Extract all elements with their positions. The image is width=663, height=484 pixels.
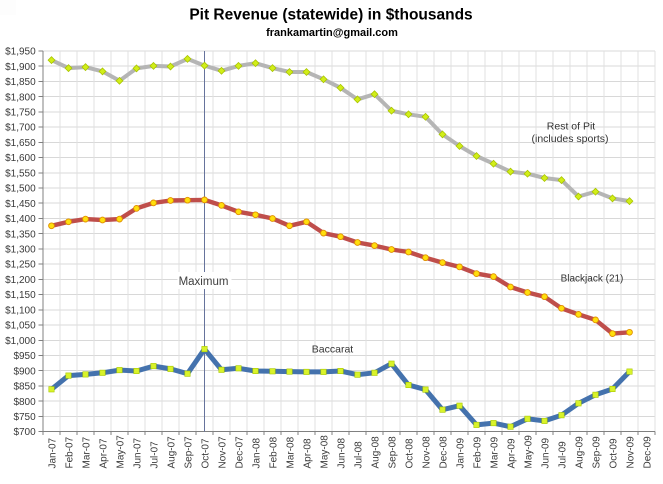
svg-text:$1,150: $1,150 bbox=[5, 290, 36, 301]
svg-text:Mar-07: Mar-07 bbox=[82, 436, 93, 468]
svg-text:$1,300: $1,300 bbox=[5, 245, 36, 256]
svg-text:Aug-08: Aug-08 bbox=[371, 436, 382, 469]
svg-text:$1,850: $1,850 bbox=[5, 77, 36, 88]
svg-text:Apr-08: Apr-08 bbox=[303, 438, 314, 468]
svg-text:Nov-07: Nov-07 bbox=[218, 436, 229, 469]
svg-text:Nov-08: Nov-08 bbox=[422, 436, 433, 469]
svg-text:Sep-08: Sep-08 bbox=[388, 436, 399, 469]
svg-text:Jan-08: Jan-08 bbox=[252, 437, 263, 468]
svg-text:Dec-08: Dec-08 bbox=[439, 436, 450, 469]
svg-text:Oct-08: Oct-08 bbox=[405, 438, 416, 468]
svg-text:$700: $700 bbox=[13, 427, 36, 438]
svg-text:$1,750: $1,750 bbox=[5, 108, 36, 119]
svg-text:Nov-09: Nov-09 bbox=[626, 436, 637, 469]
svg-text:Feb-08: Feb-08 bbox=[269, 436, 280, 468]
svg-text:$1,600: $1,600 bbox=[5, 153, 36, 164]
svg-text:Dec-09: Dec-09 bbox=[643, 436, 654, 469]
svg-text:Jan-07: Jan-07 bbox=[48, 437, 59, 468]
svg-text:$850: $850 bbox=[13, 382, 36, 393]
svg-text:Baccarat: Baccarat bbox=[312, 344, 354, 356]
svg-text:Jul-09: Jul-09 bbox=[558, 441, 569, 469]
svg-text:$1,800: $1,800 bbox=[5, 92, 36, 103]
svg-text:Aug-07: Aug-07 bbox=[167, 436, 178, 469]
svg-text:Pit Revenue (statewide) in $th: Pit Revenue (statewide) in $thousands bbox=[189, 7, 472, 24]
svg-text:$1,350: $1,350 bbox=[5, 229, 36, 240]
svg-text:Oct-09: Oct-09 bbox=[609, 438, 620, 468]
svg-text:Jun-07: Jun-07 bbox=[133, 437, 144, 468]
svg-text:May-09: May-09 bbox=[524, 435, 535, 469]
svg-text:frankamartin@gmail.com: frankamartin@gmail.com bbox=[266, 27, 398, 39]
svg-text:$1,250: $1,250 bbox=[5, 260, 36, 271]
svg-text:$1,650: $1,650 bbox=[5, 138, 36, 149]
svg-text:Rest of Pit: Rest of Pit bbox=[547, 121, 596, 133]
svg-text:Dec-07: Dec-07 bbox=[235, 436, 246, 469]
svg-text:$950: $950 bbox=[13, 351, 36, 362]
svg-text:$1,450: $1,450 bbox=[5, 199, 36, 210]
svg-text:Apr-07: Apr-07 bbox=[99, 438, 110, 468]
svg-text:Maximum: Maximum bbox=[179, 276, 229, 288]
svg-text:Apr-09: Apr-09 bbox=[507, 438, 518, 468]
svg-text:Aug-09: Aug-09 bbox=[575, 436, 586, 469]
svg-text:May-08: May-08 bbox=[320, 435, 331, 469]
svg-text:Feb-09: Feb-09 bbox=[473, 436, 484, 468]
svg-text:Sep-07: Sep-07 bbox=[184, 436, 195, 469]
svg-text:Jan-09: Jan-09 bbox=[456, 437, 467, 468]
svg-text:May-07: May-07 bbox=[116, 435, 127, 469]
svg-text:$800: $800 bbox=[13, 397, 36, 408]
svg-text:Sep-09: Sep-09 bbox=[592, 436, 603, 469]
svg-text:Jul-07: Jul-07 bbox=[150, 441, 161, 469]
svg-text:$1,000: $1,000 bbox=[5, 336, 36, 347]
svg-text:$1,100: $1,100 bbox=[5, 305, 36, 316]
svg-text:Mar-08: Mar-08 bbox=[286, 436, 297, 468]
svg-text:(includes sports): (includes sports) bbox=[531, 133, 608, 145]
svg-text:Jun-09: Jun-09 bbox=[541, 437, 552, 468]
svg-text:$1,200: $1,200 bbox=[5, 275, 36, 286]
svg-text:$1,050: $1,050 bbox=[5, 321, 36, 332]
svg-text:Oct-07: Oct-07 bbox=[201, 438, 212, 468]
svg-text:$1,900: $1,900 bbox=[5, 62, 36, 73]
svg-text:$1,550: $1,550 bbox=[5, 168, 36, 179]
svg-text:$900: $900 bbox=[13, 366, 36, 377]
svg-text:Mar-09: Mar-09 bbox=[490, 436, 501, 468]
svg-text:Feb-07: Feb-07 bbox=[65, 436, 76, 468]
svg-text:$1,400: $1,400 bbox=[5, 214, 36, 225]
svg-text:$1,950: $1,950 bbox=[5, 47, 36, 58]
svg-text:Blackjack (21): Blackjack (21) bbox=[561, 274, 624, 285]
svg-text:$1,700: $1,700 bbox=[5, 123, 36, 134]
svg-text:$1,500: $1,500 bbox=[5, 184, 36, 195]
svg-text:$750: $750 bbox=[13, 412, 36, 423]
svg-text:Jun-08: Jun-08 bbox=[337, 437, 348, 468]
svg-text:Jul-08: Jul-08 bbox=[354, 441, 365, 469]
